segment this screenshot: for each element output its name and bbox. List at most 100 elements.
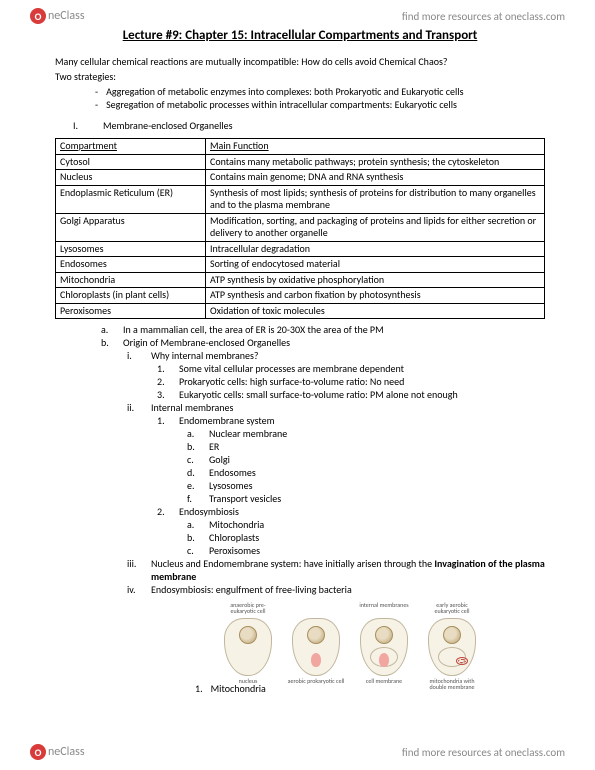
- item-text: Endosymbiosis: [179, 505, 239, 518]
- cell: ATP synthesis by oxidative phosphorylati…: [206, 272, 545, 288]
- iii-pre: Nucleus and Endomembrane system: have in…: [151, 557, 434, 570]
- cell: Modification, sorting, and packaging of …: [206, 213, 545, 241]
- item-b-ii-1c: c.Golgi: [187, 453, 545, 466]
- item-b: b.Origin of Membrane-enclosed Organelles: [101, 336, 545, 349]
- cell: Intracellular degradation: [206, 241, 545, 257]
- item-b-ii-2a: a.Mitochondria: [187, 518, 545, 531]
- item-b-ii-2: 2.Endosymbiosis: [157, 505, 545, 518]
- nucleus-icon: [239, 626, 257, 644]
- intro-line-1: Many cellular chemical reactions are mut…: [55, 55, 545, 68]
- cell-top-label: early aerobic eukaryotic cell: [423, 602, 481, 616]
- cell-bottom-label: mitochondria with double membrane: [423, 678, 481, 691]
- item-text: Prokaryotic cells: high surface-to-volum…: [179, 375, 404, 388]
- item-text: Eukaryotic cells: small surface-to-volum…: [179, 388, 458, 401]
- item-text: In a mammalian cell, the area of ER is 2…: [123, 323, 384, 336]
- cell-body: [360, 618, 408, 676]
- cell: Sorting of endocytosed material: [206, 257, 545, 273]
- th-compartment: Compartment: [56, 139, 206, 155]
- cell: Golgi Apparatus: [56, 213, 206, 241]
- table-row: Golgi ApparatusModification, sorting, an…: [56, 213, 545, 241]
- brand-logo-footer: O neClass: [30, 744, 85, 760]
- nucleus-icon: [375, 626, 393, 644]
- item-b-ii-1: 1.Endomembrane system: [157, 414, 545, 427]
- logo-text: neClass: [48, 9, 85, 23]
- document-body: Lecture #9: Chapter 15: Intracellular Co…: [0, 28, 595, 695]
- cell-body: [292, 618, 340, 676]
- cell-top-label: [287, 602, 345, 616]
- cell-stage-1: anaerobic pre-eukaryotic cell nucleus: [219, 602, 277, 680]
- item-text: Internal membranes: [151, 401, 233, 414]
- outline-a-b: a.In a mammalian cell, the area of ER is…: [101, 323, 545, 596]
- logo-text: neClass: [48, 745, 85, 759]
- item-text: Endomembrane system: [179, 414, 275, 427]
- item-text: Chloroplasts: [209, 531, 259, 544]
- item-text: Endosymbiosis: engulfment of free-living…: [151, 583, 352, 596]
- page-footer: O neClass find more resources at oneclas…: [0, 740, 595, 764]
- logo-icon: O: [30, 744, 46, 760]
- header-tagline: find more resources at oneclass.com: [402, 10, 565, 23]
- cell: ATP synthesis and carbon fixation by pho…: [206, 288, 545, 304]
- strategies-list: Aggregation of metabolic enzymes into co…: [95, 85, 545, 111]
- item-b-ii-1e: e.Lysosomes: [187, 479, 545, 492]
- item-b-ii-2c: c.Peroxisomes: [187, 544, 545, 557]
- item-b-i: i.Why internal membranes?: [127, 349, 545, 362]
- strategy-text: Segregation of metabolic processes withi…: [106, 98, 457, 111]
- cell-body: [428, 618, 476, 676]
- endosymbiosis-diagram: anaerobic pre-eukaryotic cell nucleus ae…: [155, 602, 545, 680]
- lecture-title: Lecture #9: Chapter 15: Intracellular Co…: [55, 28, 545, 43]
- logo-icon: O: [30, 8, 46, 24]
- intro-line-2: Two strategies:: [55, 70, 545, 83]
- cell-stage-4: early aerobic eukaryotic cell mitochondr…: [423, 602, 481, 680]
- item-b-i-2: 2.Prokaryotic cells: high surface-to-vol…: [157, 375, 545, 388]
- prokaryote-icon: [311, 653, 321, 667]
- item-b-ii-1a: a.Nuclear membrane: [187, 427, 545, 440]
- cell: Lysosomes: [56, 241, 206, 257]
- item-a: a.In a mammalian cell, the area of ER is…: [101, 323, 545, 336]
- item-text: Golgi: [209, 453, 230, 466]
- table-row: NucleusContains main genome; DNA and RNA…: [56, 170, 545, 186]
- item-text: Endosomes: [209, 466, 256, 479]
- cell-body: [224, 618, 272, 676]
- item-text: Transport vesicles: [209, 492, 281, 505]
- cell: Nucleus: [56, 170, 206, 186]
- table-row: PeroxisomesOxidation of toxic molecules: [56, 303, 545, 319]
- cell-top-label: anaerobic pre-eukaryotic cell: [219, 602, 277, 616]
- table-row: Chloroplasts (in plant cells)ATP synthes…: [56, 288, 545, 304]
- cell: Mitochondria: [56, 272, 206, 288]
- cell: Peroxisomes: [56, 303, 206, 319]
- roman-numeral: I.: [73, 119, 85, 132]
- cell: Cytosol: [56, 154, 206, 170]
- th-function: Main Function: [206, 139, 545, 155]
- prokaryote-icon: [379, 653, 389, 667]
- mitochondria-icon: [456, 657, 468, 665]
- item-b-ii-1d: d.Endosomes: [187, 466, 545, 479]
- item-text: Mitochondria: [209, 518, 264, 531]
- nucleus-icon: [307, 626, 325, 644]
- table-row: CytosolContains many metabolic pathways;…: [56, 154, 545, 170]
- item-text: Why internal membranes?: [151, 349, 259, 362]
- b-sublist: i.Why internal membranes? 1.Some vital c…: [127, 349, 545, 596]
- item-text: Nuclear membrane: [209, 427, 287, 440]
- cell-bottom-label: aerobic prokaryotic cell: [287, 678, 345, 684]
- cell: Synthesis of most lipids; synthesis of p…: [206, 185, 545, 213]
- cell: Endoplasmic Reticulum (ER): [56, 185, 206, 213]
- organelles-table: Compartment Main Function CytosolContain…: [55, 138, 545, 319]
- cell-top-label: internal membranes: [355, 602, 413, 616]
- cell-stage-2: aerobic prokaryotic cell: [287, 602, 345, 680]
- item-text: Nucleus and Endomembrane system: have in…: [151, 557, 545, 583]
- cell: Endosomes: [56, 257, 206, 273]
- table-row: EndosomesSorting of endocytosed material: [56, 257, 545, 273]
- item-b-i-1: 1.Some vital cellular processes are memb…: [157, 362, 545, 375]
- item-b-iv: iv.Endosymbiosis: engulfment of free-liv…: [127, 583, 545, 596]
- cell: Oxidation of toxic molecules: [206, 303, 545, 319]
- item-text: Origin of Membrane-enclosed Organelles: [123, 336, 290, 349]
- nucleus-icon: [443, 626, 461, 644]
- item-b-ii-1f: f.Transport vesicles: [187, 492, 545, 505]
- table-row: LysosomesIntracellular degradation: [56, 241, 545, 257]
- cell-stage-3: internal membranes cell membrane: [355, 602, 413, 680]
- table-row: Endoplasmic Reticulum (ER)Synthesis of m…: [56, 185, 545, 213]
- item-b-iii: iii.Nucleus and Endomembrane system: hav…: [127, 557, 545, 583]
- item-text: Some vital cellular processes are membra…: [179, 362, 404, 375]
- cell: Contains many metabolic pathways; protei…: [206, 154, 545, 170]
- table-row: MitochondriaATP synthesis by oxidative p…: [56, 272, 545, 288]
